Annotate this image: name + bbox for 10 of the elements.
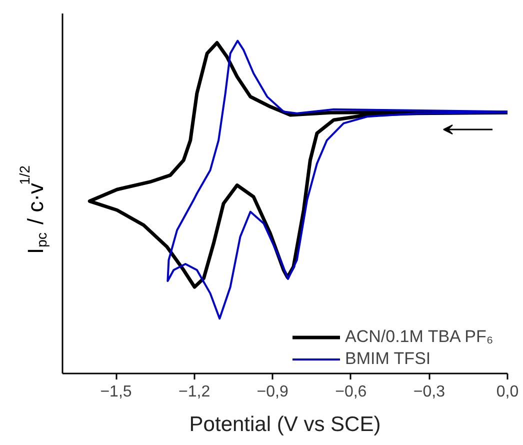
x-axis-title: Potential (V vs SCE) bbox=[189, 413, 381, 436]
x-tick-label: −1,2 bbox=[178, 384, 210, 400]
x-tick-label: −1,5 bbox=[100, 384, 132, 400]
x-tick-label: −0,3 bbox=[413, 384, 446, 400]
legend-label: ACN/0.1M TBA PF₆ bbox=[345, 327, 494, 347]
x-tick-label: 0,0 bbox=[496, 384, 519, 400]
legend-label: BMIM TFSI bbox=[345, 349, 431, 369]
y-axis-title: Ipc / c·v1/2 bbox=[16, 165, 50, 254]
x-tick-label: −0,6 bbox=[335, 384, 367, 400]
x-tick-label: −0,9 bbox=[256, 384, 288, 400]
